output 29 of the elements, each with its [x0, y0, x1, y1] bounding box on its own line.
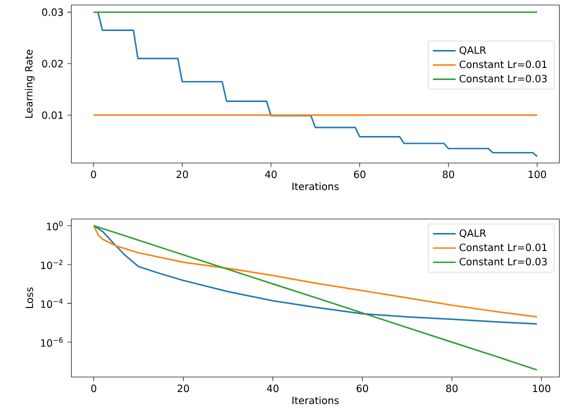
x-tick-label: 100 — [532, 384, 550, 392]
x-tick-label: 20 — [176, 170, 188, 178]
y-tick-label: 10$^{−2}$ — [41, 260, 62, 270]
legend-label: QALR — [460, 46, 486, 56]
legend-label: Constant Lr=0.03 — [460, 74, 547, 82]
x-tick-label: 0 — [91, 384, 96, 392]
x-tick-label: 60 — [354, 170, 366, 178]
x-tick-label: 80 — [442, 170, 454, 178]
x-tick-label: 20 — [178, 384, 189, 392]
x-tick-label: 60 — [356, 384, 368, 392]
x-tick-label: 80 — [446, 384, 458, 392]
y-tick-label: 10$^{−6}$ — [41, 337, 63, 347]
x-tick-label: 40 — [265, 170, 277, 178]
y-axis-title: Learning Rate — [24, 50, 35, 118]
x-tick-label: 100 — [528, 170, 546, 178]
x-axis-title: Iterations — [292, 396, 339, 404]
y-tick-label: 10$^{0}$ — [47, 220, 63, 230]
legend-label: QALR — [460, 229, 486, 238]
y-tick-label: 10$^{−4}$ — [41, 298, 63, 308]
x-axis-title: Iterations — [292, 182, 339, 190]
x-tick-label: 0 — [91, 170, 96, 178]
y-tick-label: 0.01 — [42, 111, 63, 119]
y-axis-title: Loss — [26, 288, 34, 308]
legend-label: Constant Lr=0.01 — [460, 244, 547, 252]
x-tick-label: 40 — [266, 384, 278, 392]
y-tick-label: 0.03 — [42, 8, 63, 16]
legend-label: Constant Lr=0.01 — [460, 60, 547, 68]
y-tick-label: 0.02 — [42, 60, 63, 68]
legend-label: Constant Lr=0.03 — [460, 258, 547, 266]
